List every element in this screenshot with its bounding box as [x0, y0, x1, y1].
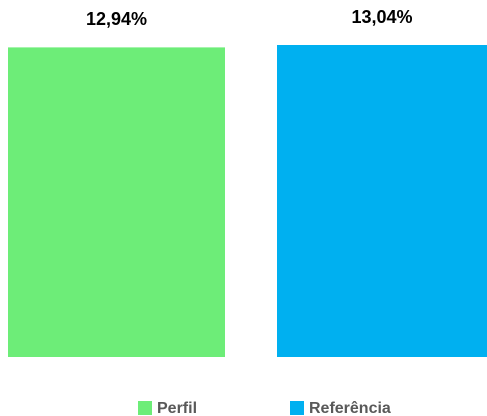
- legend-swatch: [138, 401, 152, 415]
- legend-label: Referência: [309, 400, 391, 416]
- legend-swatch: [290, 401, 304, 415]
- legend-label: Perfil: [157, 400, 197, 416]
- value-label: 12,94%: [86, 9, 147, 29]
- bar: [8, 47, 225, 357]
- bar: [277, 45, 487, 357]
- value-label: 13,04%: [351, 7, 412, 27]
